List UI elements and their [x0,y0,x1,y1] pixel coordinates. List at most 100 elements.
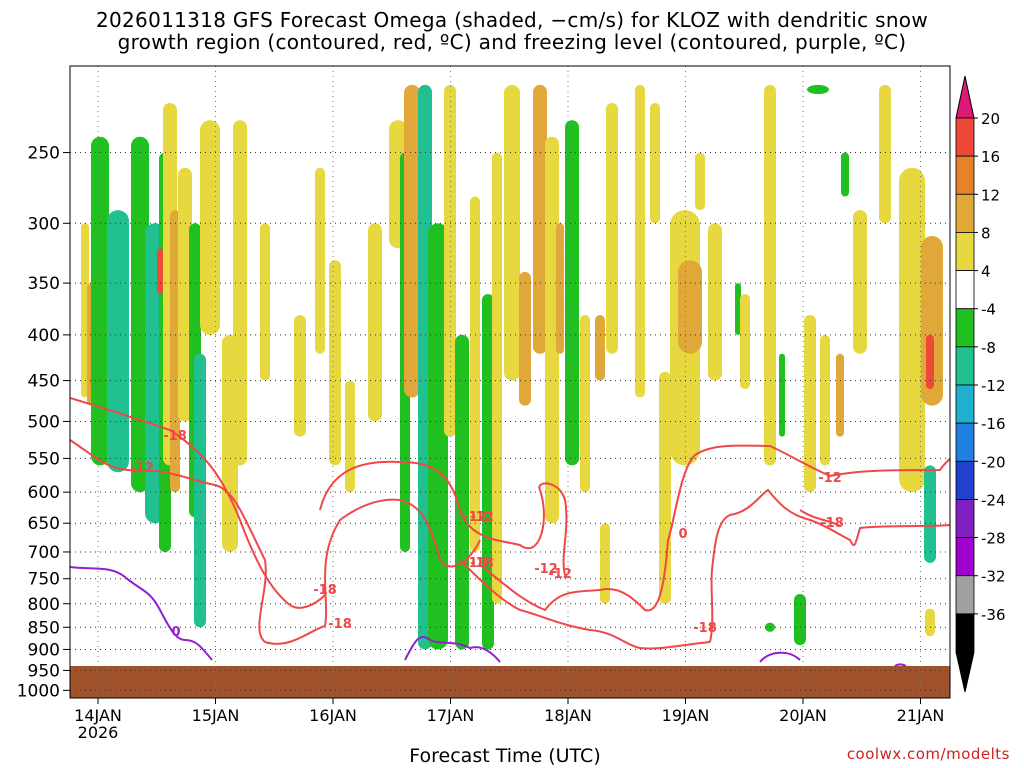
omega-shade-cell [157,248,163,295]
omega-shade-cell [606,102,618,354]
contour-label: 0 [171,625,180,640]
y-tick-label: 250 [28,144,60,164]
colorbar-label: -36 [981,606,1006,624]
omega-shade-cell [556,223,564,354]
omega-shade-cell [428,223,448,650]
omega-shade-cell [695,152,705,211]
y-tick-label: 650 [28,514,60,534]
omega-shade-cell [170,210,180,493]
omega-shade-cell [841,152,849,197]
contour-label: -18 [820,516,844,531]
contour-label: -18 [328,617,352,632]
contour-label: -12 [818,471,842,486]
colorbar-band [955,232,975,271]
dgz-contour [319,460,568,576]
omega-shade-cell [600,523,610,604]
colorbar-label: 12 [981,186,1000,204]
colorbar-label: 8 [981,224,991,242]
omega-shade-cell [764,84,776,466]
omega-shade-cell [804,314,816,493]
y-tick-label: 950 [28,661,60,681]
omega-shade-cell [329,260,341,466]
omega-shade-cell [91,136,109,466]
omega-shade-cell [879,84,891,224]
colorbar-label: 20 [981,110,1000,128]
y-tick-label: 850 [28,618,60,638]
colorbar-band [955,384,975,424]
y-tick-label: 900 [28,640,60,660]
y-tick-label: 500 [28,412,60,432]
colorbar-band [955,460,975,500]
omega-shade-cell [565,120,579,466]
x-tick-year: 2026 [78,723,119,742]
x-tick-label: 16JAN [309,706,357,725]
omega-shade-cell [735,283,741,335]
y-axis: 2503003504004505005506006507007508008509… [17,144,70,701]
colorbar-label: -24 [981,491,1006,509]
colorbar-band [955,499,975,538]
omega-shade-cell [740,294,750,390]
credit-text: coolwx.com/modelts [846,745,1010,763]
omega-shade-cell [504,84,520,381]
colorbar-band [955,537,975,577]
chart-title-line-2: growth region (contoured, red, ºC) and f… [117,30,907,54]
contour-label: -12 [548,567,572,582]
plot-frame [69,65,951,699]
contour-label: -18 [313,583,337,598]
colorbar-label: -28 [981,530,1006,548]
omega-shade-cell [194,353,206,628]
contour-label: -18 [463,556,487,571]
contour-label: -18 [693,621,717,636]
omega-shade-cell [315,167,325,354]
colorbar-band [955,270,975,310]
y-tick-label: 800 [28,595,60,615]
y-tick-label: 600 [28,483,60,503]
y-tick-label: 550 [28,449,60,469]
x-tick-label: 15JAN [192,706,240,725]
omega-shade-cell [807,84,829,95]
contour-label: -12 [470,510,494,525]
freezing-level-contour [759,651,801,663]
omega-shade-cell [853,210,867,354]
x-axis-title: Forecast Time (UTC) [409,745,601,767]
omega-shade-cell [345,380,355,493]
colorbar-band [955,575,975,615]
colorbar-band [955,613,975,653]
freezing-level-contour [894,663,907,667]
colorbar-label: -16 [981,415,1006,433]
omega-shade-cell [926,334,934,390]
colorbar-label: -8 [981,339,996,357]
contour-label: 0 [678,527,687,542]
omega-shade-cell [470,196,480,552]
y-tick-label: 700 [28,543,60,563]
dgz-contour [709,488,950,643]
omega-shade-cell [708,223,722,381]
omega-shade-cell [294,314,306,437]
omega-shade-cell [178,167,192,422]
colorbar-band [955,155,975,195]
chart-title-line-1: 2026011318 GFS Forecast Omega (shaded, −… [95,8,929,32]
omega-shade-cell [779,353,785,437]
colorbar-band [955,422,975,462]
colorbar-band [955,308,975,348]
colorbar-label: 4 [981,263,991,281]
x-tick-label: 20JAN [779,706,827,725]
omega-shade-cell [455,334,469,650]
x-tick-label: 17JAN [427,706,475,725]
omega-shade-cell [482,294,494,650]
contour-label: -18 [163,429,187,444]
x-tick-label: 19JAN [662,706,710,725]
omega-shade-cell [820,334,830,466]
colorbar-band [955,346,975,386]
omega-shade-cell [924,465,936,563]
omega-shade-cell [107,210,129,473]
y-tick-label: 450 [28,372,60,392]
colorbar-label: -4 [981,301,996,319]
freezing-level-contour [70,566,213,661]
colorbar-label: -12 [981,377,1006,395]
y-tick-label: 400 [28,326,60,346]
dgz-contour [799,509,841,527]
dgz-contour [70,397,326,609]
colorbar-label: 16 [981,148,1000,166]
omega-shade-cell [595,314,605,381]
